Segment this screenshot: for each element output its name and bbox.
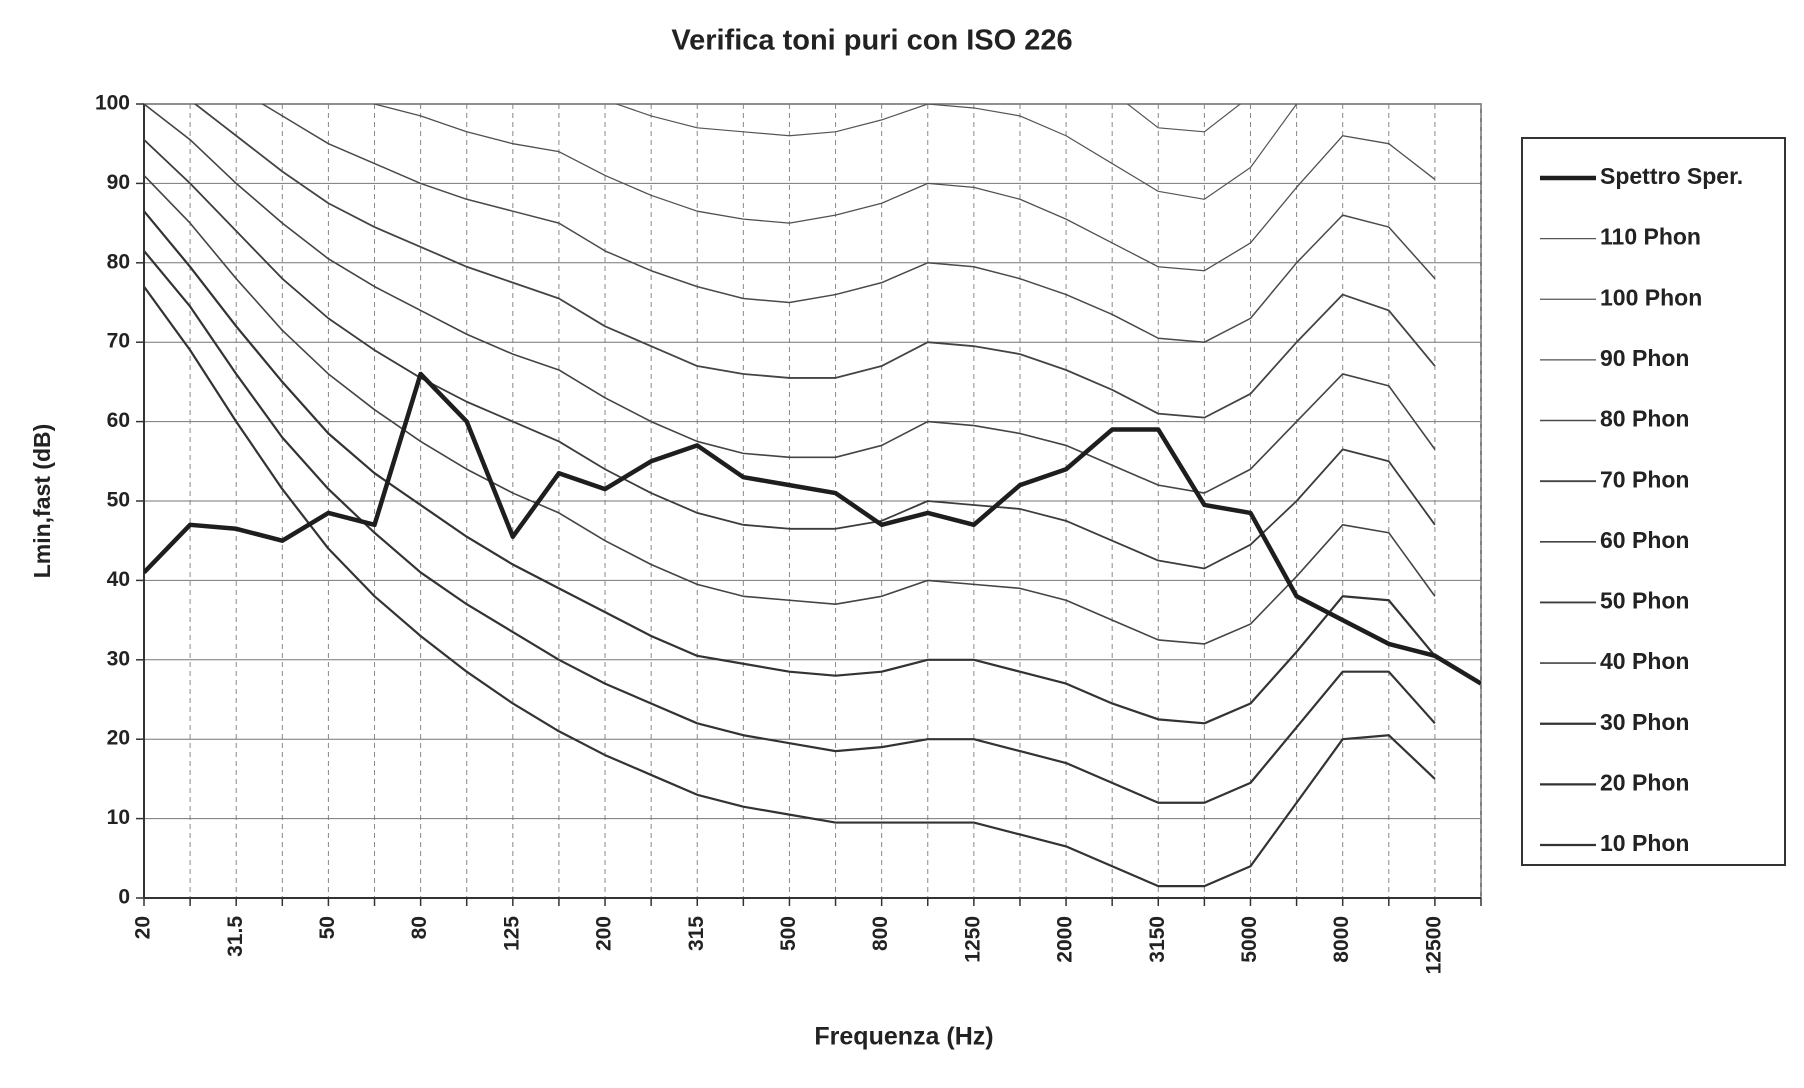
y-tick-label: 90 — [107, 171, 130, 194]
legend-text: 50 Phon — [1600, 588, 1689, 614]
legend-box — [1521, 137, 1786, 866]
series-line — [144, 104, 1436, 494]
legend-text: 60 Phon — [1600, 527, 1689, 553]
y-tick-label: 30 — [107, 647, 130, 670]
legend-text: 100 Phon — [1600, 284, 1702, 310]
legend-text: Spettro Sper. — [1600, 163, 1743, 189]
y-tick-label: 0 — [118, 886, 130, 909]
x-tick-label: 500 — [777, 916, 800, 951]
x-tick-label: 315 — [685, 916, 708, 951]
y-tick-label: 80 — [107, 250, 130, 273]
chart-title: Verifica toni puri con ISO 226 — [671, 25, 1072, 57]
y-axis-title: Lmin,fast (dB) — [29, 424, 55, 579]
y-tick-label: 20 — [107, 727, 130, 750]
x-tick-label: 80 — [408, 916, 431, 939]
x-tick-label: 5000 — [1238, 916, 1261, 963]
series-line — [261, 104, 1436, 343]
legend-text: 20 Phon — [1600, 769, 1689, 795]
legend-text: 80 Phon — [1600, 406, 1689, 432]
x-tick-label: 800 — [869, 916, 892, 951]
series-line — [1126, 104, 1242, 133]
x-tick-label: 2000 — [1054, 916, 1077, 963]
legend-text: 110 Phon — [1600, 224, 1701, 250]
x-axis-title: Frequenza (Hz) — [814, 1023, 993, 1051]
series-line — [144, 139, 1436, 570]
x-tick-label: 1250 — [961, 916, 984, 963]
legend-text: 40 Phon — [1600, 648, 1689, 674]
y-tick-label: 100 — [95, 92, 130, 115]
x-tick-label: 50 — [316, 916, 339, 939]
x-tick-label: 31.5 — [224, 916, 247, 957]
x-tick-label: 200 — [593, 916, 616, 951]
x-tick-label: 12500 — [1422, 916, 1445, 974]
series-line — [193, 104, 1436, 419]
series-line — [144, 210, 1436, 725]
series-line — [144, 285, 1436, 888]
y-tick-label: 50 — [107, 489, 130, 512]
legend-text: 90 Phon — [1600, 345, 1689, 371]
y-tick-label: 60 — [107, 409, 130, 432]
y-tick-label: 70 — [107, 330, 130, 353]
series-group — [144, 104, 1481, 888]
series-line — [372, 104, 1436, 272]
series-line — [144, 250, 1436, 804]
legend-text: 30 Phon — [1600, 709, 1689, 735]
series-line — [144, 174, 1436, 645]
y-tick-label: 10 — [107, 806, 130, 829]
y-tick-label: 40 — [107, 568, 130, 591]
legend-text: 10 Phon — [1600, 830, 1689, 856]
x-tick-label: 20 — [132, 916, 155, 939]
x-tick-label: 125 — [500, 916, 523, 951]
x-tick-label: 8000 — [1330, 916, 1353, 963]
series-line — [144, 371, 1481, 686]
legend-text: 70 Phon — [1600, 466, 1689, 492]
x-tick-label: 3150 — [1146, 916, 1169, 963]
series-line — [614, 104, 1298, 200]
